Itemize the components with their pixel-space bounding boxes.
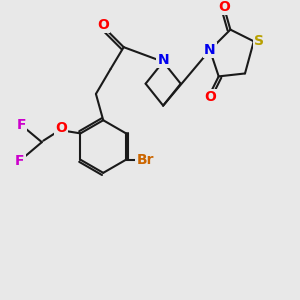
Text: N: N — [204, 43, 216, 57]
Text: O: O — [204, 90, 216, 104]
Text: O: O — [219, 0, 230, 14]
Text: Br: Br — [136, 153, 154, 167]
Text: O: O — [97, 18, 109, 32]
Text: F: F — [15, 154, 25, 168]
Text: S: S — [254, 34, 264, 48]
Text: F: F — [16, 118, 26, 132]
Text: N: N — [157, 53, 169, 67]
Text: O: O — [55, 121, 67, 134]
